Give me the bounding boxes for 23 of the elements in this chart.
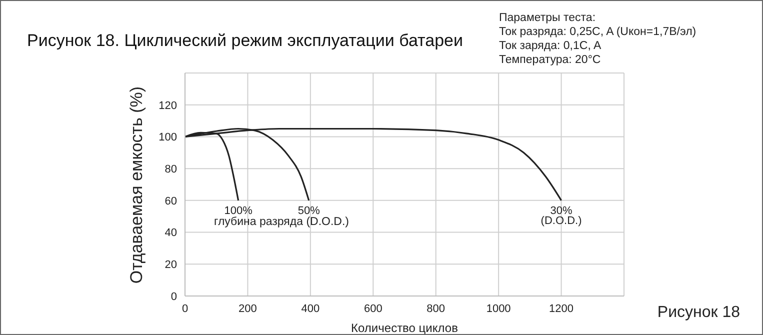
annotation: глубина разряда (D.O.D.) xyxy=(214,216,350,228)
y-tick-label: 60 xyxy=(164,195,177,208)
y-tick-label: 80 xyxy=(164,163,177,176)
y-tick-label: 120 xyxy=(158,100,177,112)
x-tick-label: 400 xyxy=(301,302,320,315)
text: Параметры теста: Ток разряда: 0,25C, A (Uкон=1,7В/эл) Ток заряда: 0,1C, A Температура: 20°C xyxy=(499,11,696,67)
x-tick-label: 0 xyxy=(182,302,188,315)
x-tick-label: 1000 xyxy=(486,302,511,315)
x-tick-label: 200 xyxy=(238,302,257,315)
y-tick-label: 100 xyxy=(158,132,177,144)
annotation: (D.O.D.) xyxy=(540,215,582,228)
annotation: 100% xyxy=(224,205,253,218)
x-tick-label: 600 xyxy=(364,302,382,315)
y-tick-label: 20 xyxy=(164,259,177,272)
y-tick-label: 40 xyxy=(164,227,177,240)
annotation: 30% xyxy=(550,205,573,218)
text: Рисунок 18 xyxy=(657,304,740,322)
x-tick-label: 800 xyxy=(426,302,446,315)
chart-title: Рисунок 18. Циклический режим эксплуатации батареи xyxy=(27,31,463,51)
y-axis-title: Отдаваемая емкость (%) xyxy=(127,86,147,284)
annotation: 50% xyxy=(298,205,320,218)
x-tick-label: 1200 xyxy=(549,302,574,315)
y-tick-label: 0 xyxy=(170,290,177,303)
